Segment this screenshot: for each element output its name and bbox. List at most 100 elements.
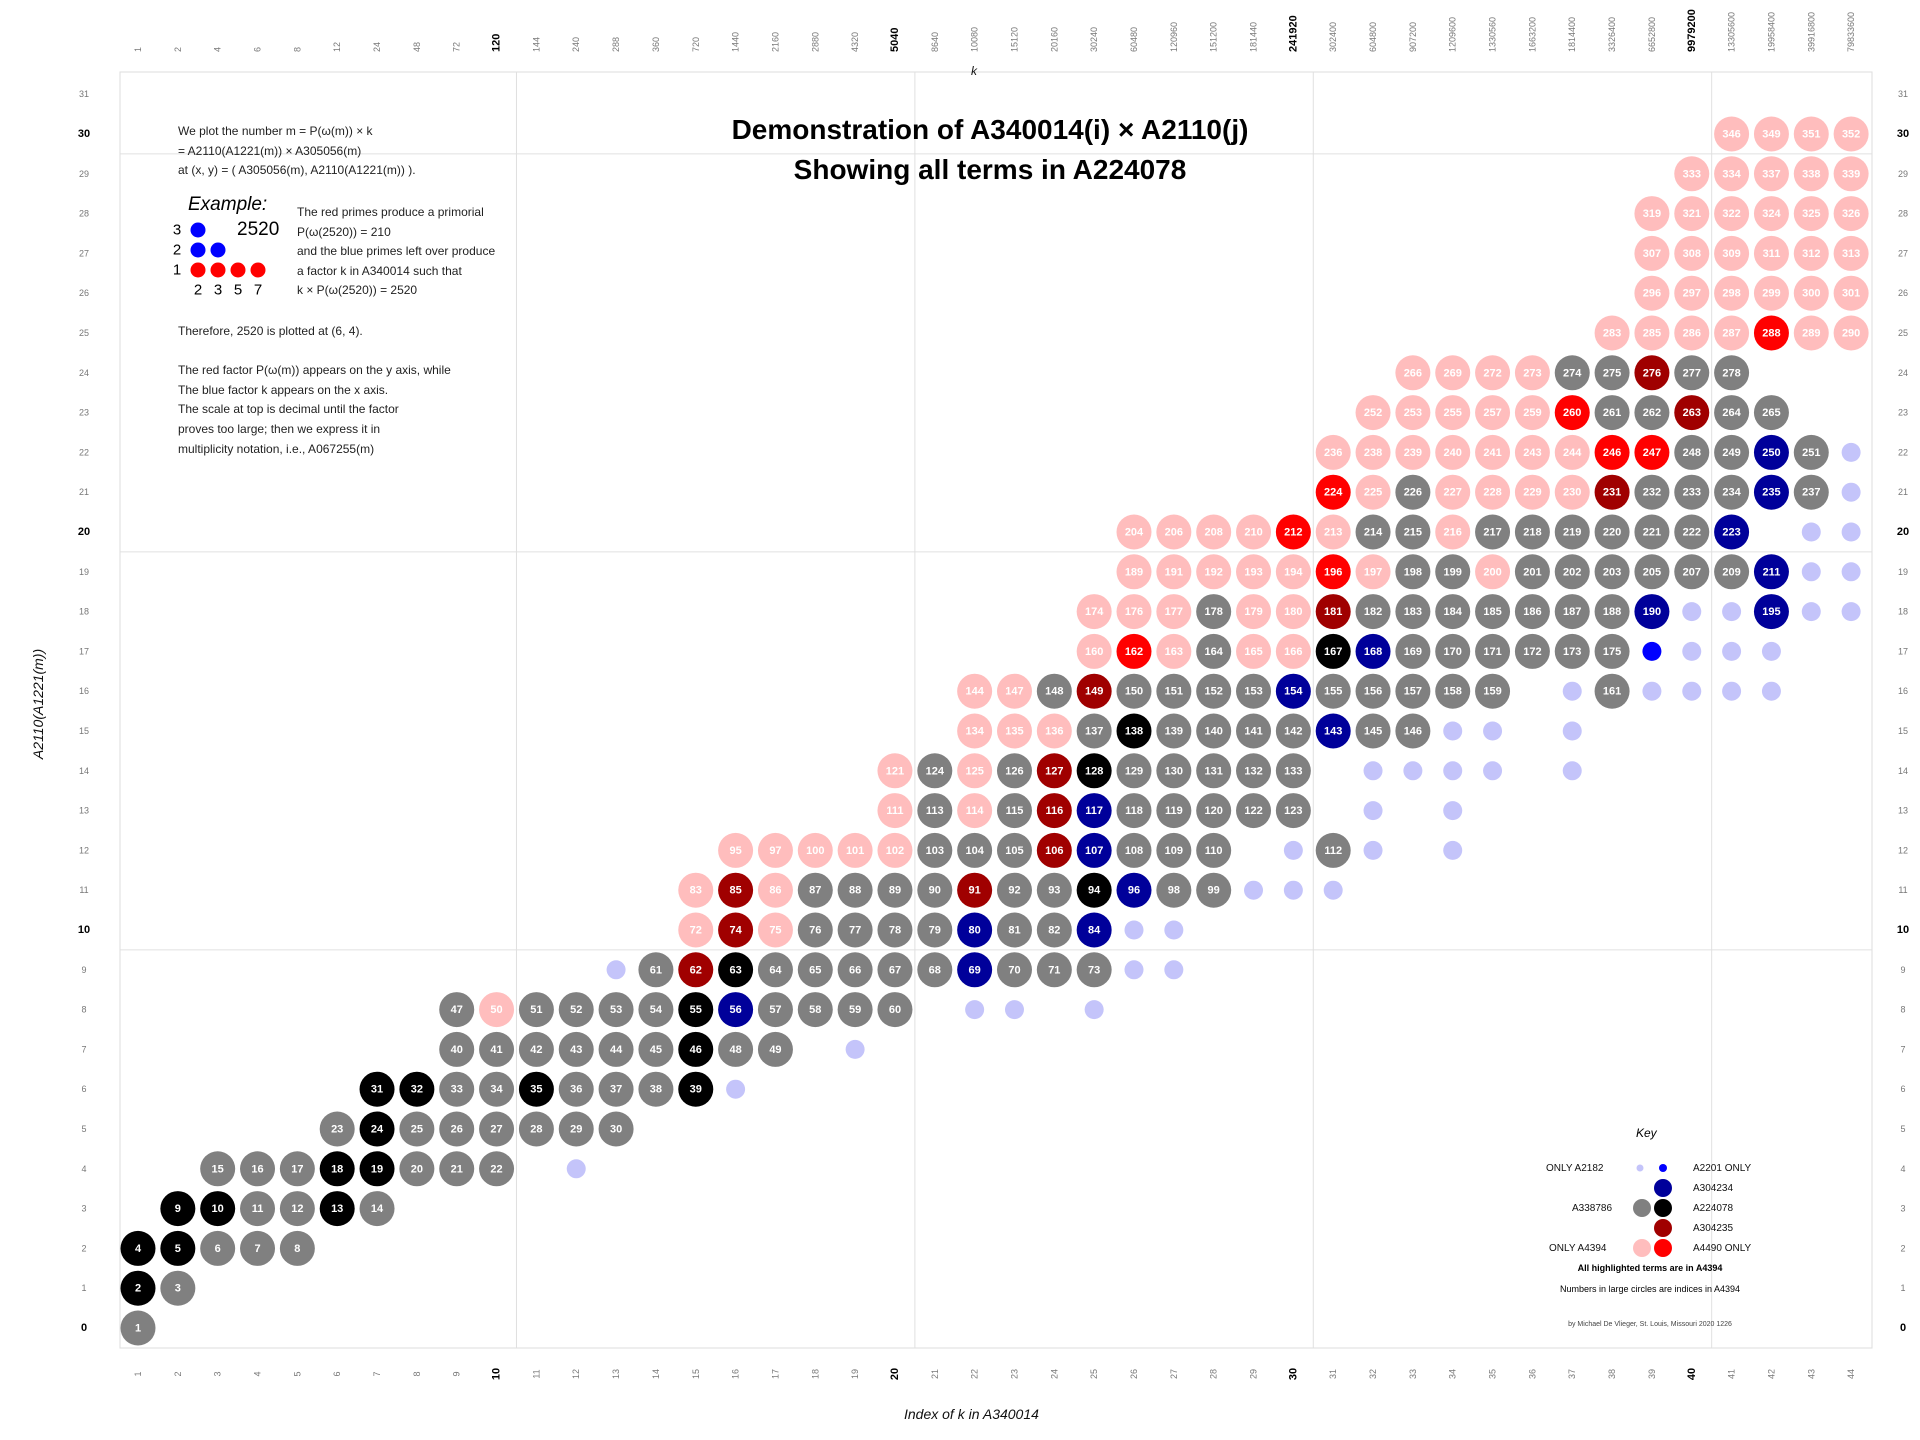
data-point-label: 257 — [1483, 407, 1501, 419]
data-point-label: 189 — [1125, 566, 1143, 578]
data-point — [1355, 633, 1391, 669]
data-point — [1196, 793, 1232, 829]
data-point — [1076, 793, 1112, 829]
data-point — [1674, 474, 1710, 510]
bottom-tick-label: 6 — [332, 1371, 342, 1376]
data-point — [1594, 514, 1630, 550]
data-point-label: 134 — [965, 726, 984, 738]
data-point — [1355, 434, 1391, 470]
data-point-label: 326 — [1842, 208, 1860, 220]
data-point-label: 86 — [769, 885, 781, 897]
data-point — [319, 1191, 355, 1227]
example-red-dot — [250, 262, 266, 278]
data-point — [1156, 753, 1192, 789]
right-tick-label: 3 — [1900, 1204, 1905, 1214]
bottom-tick-label: 39 — [1647, 1369, 1657, 1379]
data-point-label: 19 — [371, 1163, 383, 1175]
data-point-label: 124 — [926, 765, 945, 777]
right-tick-label: 12 — [1898, 845, 1908, 855]
left-tick-label: 0 — [81, 1322, 87, 1334]
data-point-label: 32 — [411, 1084, 423, 1096]
a2182-only-point — [1244, 880, 1264, 900]
left-tick-label: 11 — [79, 885, 88, 895]
data-point-label: 283 — [1603, 328, 1621, 340]
data-point-label: 209 — [1722, 566, 1740, 578]
data-point — [837, 952, 873, 988]
example-red-dot — [190, 262, 206, 278]
data-point-label: 100 — [806, 845, 824, 857]
left-tick-label: 27 — [79, 248, 89, 258]
data-point-label: 186 — [1523, 606, 1541, 618]
data-point-label: 168 — [1364, 646, 1382, 658]
bottom-tick-label: 19 — [850, 1369, 860, 1379]
data-point — [1275, 514, 1311, 550]
data-point — [1753, 395, 1789, 431]
data-point — [1036, 713, 1072, 749]
data-point-label: 75 — [769, 925, 781, 937]
left-tick-label: 6 — [81, 1084, 86, 1094]
right-tick-label: 26 — [1898, 288, 1908, 298]
data-point — [1674, 315, 1710, 351]
a2182-only-point — [1164, 960, 1184, 980]
data-point-label: 167 — [1324, 646, 1342, 658]
right-tick-label: 14 — [1898, 766, 1908, 776]
data-point-label: 237 — [1802, 487, 1820, 499]
data-point-label: 150 — [1125, 686, 1143, 698]
y-axis-title: A2110(A1221(m)) — [30, 648, 46, 760]
data-point — [439, 1111, 475, 1147]
data-point-label: 252 — [1364, 407, 1382, 419]
a2182-only-point — [1841, 482, 1861, 502]
data-point — [1554, 355, 1590, 391]
right-tick-label: 1 — [1900, 1283, 1905, 1293]
data-point-label: 74 — [729, 925, 742, 937]
data-point-label: 65 — [809, 964, 821, 976]
data-point — [1594, 633, 1630, 669]
data-point-label: 7 — [254, 1243, 260, 1255]
bottom-tick-label: 17 — [770, 1369, 780, 1379]
data-point-label: 79 — [929, 925, 941, 937]
data-point — [1753, 315, 1789, 351]
bottom-tick-label: 9 — [452, 1371, 462, 1376]
data-point — [757, 992, 793, 1028]
legend-a304235-marker — [1654, 1219, 1672, 1237]
data-point-label: 56 — [729, 1004, 741, 1016]
data-point — [1554, 594, 1590, 630]
data-point-label: 190 — [1643, 606, 1661, 618]
data-point — [240, 1191, 276, 1227]
data-point — [1156, 594, 1192, 630]
data-point-label: 322 — [1722, 208, 1740, 220]
data-point-label: 59 — [849, 1004, 861, 1016]
a2182-only-point — [1801, 602, 1821, 622]
data-point — [1753, 474, 1789, 510]
data-point — [1674, 235, 1710, 271]
data-point — [1634, 395, 1670, 431]
a2182-only-point — [1682, 681, 1702, 701]
data-point-label: 1 — [135, 1323, 141, 1335]
a2182-only-point — [1403, 761, 1423, 781]
a2182-only-point — [1722, 681, 1742, 701]
data-point-label: 20 — [411, 1163, 423, 1175]
data-point-label: 286 — [1683, 328, 1701, 340]
data-point — [917, 753, 953, 789]
top-tick-label: 4320 — [850, 32, 860, 52]
data-point-label: 196 — [1324, 566, 1342, 578]
data-point — [1156, 554, 1192, 590]
data-point-label: 42 — [530, 1044, 542, 1056]
data-point-label: 37 — [610, 1084, 622, 1096]
data-point — [399, 1151, 435, 1187]
data-point — [1395, 474, 1431, 510]
data-point — [1793, 315, 1829, 351]
data-point-label: 298 — [1722, 288, 1740, 300]
data-point — [200, 1230, 236, 1266]
a2182-only-point — [1801, 522, 1821, 542]
example-blue-dot — [190, 222, 206, 238]
data-point — [1674, 395, 1710, 431]
data-point-label: 66 — [849, 964, 861, 976]
top-tick-label: 302400 — [1328, 22, 1338, 52]
data-point — [1355, 474, 1391, 510]
data-point-label: 90 — [929, 885, 941, 897]
data-point — [240, 1151, 276, 1187]
right-tick-label: 4 — [1900, 1164, 1905, 1174]
data-point — [1793, 235, 1829, 271]
example-text: The red primes produce a primorial P(ω(2… — [297, 203, 527, 301]
